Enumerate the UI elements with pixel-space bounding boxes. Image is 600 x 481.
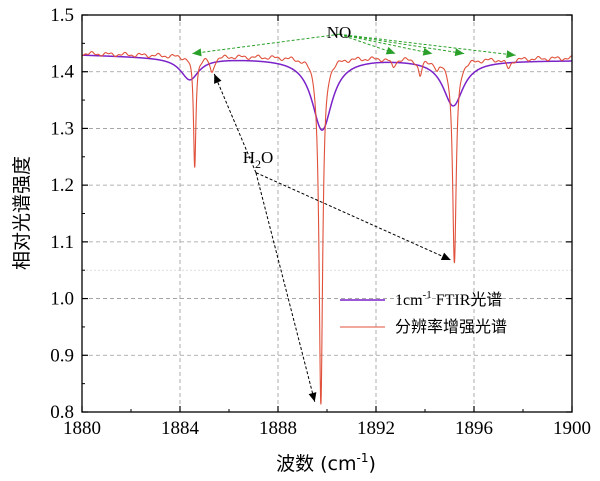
annotation-h2o-arrowhead — [214, 73, 222, 84]
x-tick-label: 1896 — [455, 418, 493, 439]
annotation-h2o-arrowhead — [308, 392, 317, 402]
y-tick-label: 1.5 — [50, 5, 74, 26]
annotation-h2o-arrow — [213, 73, 257, 173]
y-tick-label: 0.8 — [50, 402, 74, 423]
series-line-enhanced — [82, 51, 572, 405]
annotation-no-arrowhead — [506, 50, 516, 59]
annotation-no-arrow — [339, 33, 433, 55]
x-tick-label: 1888 — [259, 418, 297, 439]
annotation-h2o-arrowhead — [440, 252, 451, 261]
annotation-h2o-label: H2O — [243, 148, 274, 171]
axis-ticks: 1880 1884 1888 1892 1896 1900 0.8 0.9 1.0 1.1 1.2 1… — [50, 5, 591, 439]
annotations — [192, 33, 516, 402]
grid — [82, 15, 572, 412]
annotation-h2o-arrow — [255, 172, 451, 261]
x-tick-label: 1900 — [553, 418, 591, 439]
y-tick-label: 1.2 — [50, 175, 74, 196]
plot-frame — [81, 14, 573, 413]
x-axis-label: 波数 (cm-1) — [276, 451, 376, 475]
y-tick-label: 0.9 — [50, 345, 74, 366]
annotation-no-arrowhead — [385, 46, 396, 55]
y-tick-label: 1.3 — [50, 118, 74, 139]
annotation-no-arrowhead — [192, 48, 202, 57]
y-tick-label: 1.4 — [50, 62, 74, 83]
annotation-no-label: NO — [327, 23, 352, 42]
annotation-no-arrowhead — [422, 47, 433, 56]
annotation-no-arrowhead — [454, 48, 465, 57]
y-tick-label: 1.1 — [50, 232, 74, 253]
plot-area: 1880 1884 1888 1892 1896 1900 0.8 0.9 1.0 1.1 1.2 1… — [50, 5, 591, 439]
x-tick-label: 1884 — [161, 418, 200, 439]
series-line-ftir — [82, 54, 572, 131]
x-tick-label: 1880 — [63, 418, 101, 439]
x-tick-label: 1892 — [357, 418, 395, 439]
legend: 1cm-1 FTIR光谱 分辨率增强光谱 — [340, 289, 507, 336]
annotation-h2o-arrow — [255, 172, 316, 402]
legend-label-ftir: 1cm-1 FTIR光谱 — [395, 289, 502, 309]
annotation-no-arrow — [339, 33, 465, 55]
y-axis-label: 相对光谱强度 — [11, 156, 33, 270]
legend-label-enhanced: 分辨率增强光谱 — [395, 318, 507, 336]
y-tick-label: 1.0 — [50, 289, 74, 310]
annotation-no-arrow — [192, 33, 340, 55]
